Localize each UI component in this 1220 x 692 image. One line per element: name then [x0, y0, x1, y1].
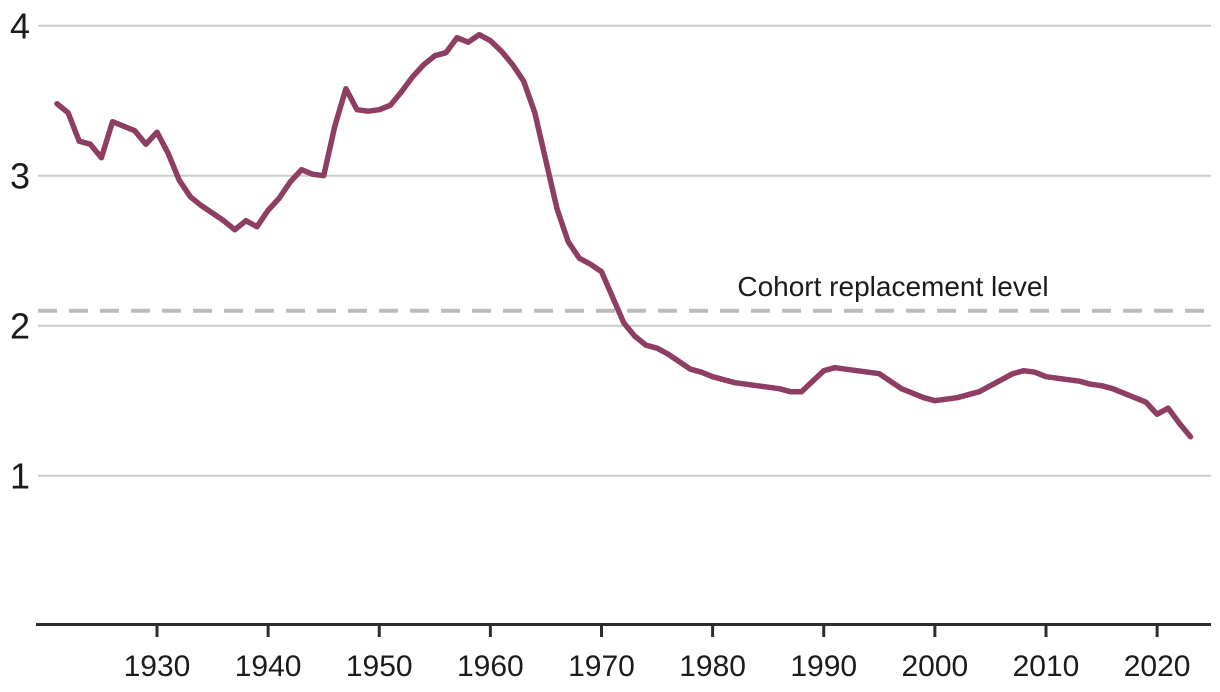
- y-tick-label: 4: [10, 6, 30, 47]
- gridlines: [38, 24, 1211, 477]
- x-axis-tick-marks: [155, 626, 1159, 637]
- x-tick-label: 1980: [679, 650, 746, 683]
- y-axis-labels: 1 2 3 4: [10, 6, 30, 497]
- x-tick-label: 1990: [790, 650, 857, 683]
- x-tick-label: 1960: [457, 650, 524, 683]
- y-tick-label: 2: [10, 306, 30, 347]
- x-tick-label: 1950: [346, 650, 413, 683]
- y-tick-label: 3: [10, 156, 30, 197]
- y-tick-label: 1: [10, 456, 30, 497]
- x-tick-label: 2010: [1013, 650, 1080, 683]
- x-tick-label: 1940: [235, 650, 302, 683]
- replacement-level-label: Cohort replacement level: [737, 271, 1048, 302]
- fertility-line: [54, 31, 1194, 440]
- x-tick-label: 1930: [124, 650, 191, 683]
- x-tick-label: 2000: [902, 650, 969, 683]
- x-tick-label: 1970: [568, 650, 635, 683]
- x-tick-label: 2020: [1124, 650, 1191, 683]
- x-axis-labels: 1930 1940 1950 1960 1970 1980 1990 2000 2010 2020: [124, 650, 1191, 683]
